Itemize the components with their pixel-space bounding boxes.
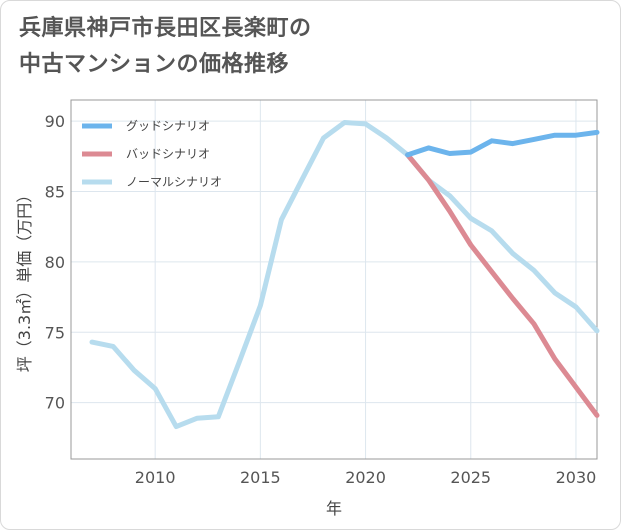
legend-label-normal: ノーマルシナリオ	[126, 175, 222, 189]
series-line-bad	[405, 152, 600, 418]
x-tick-label: 2025	[450, 468, 491, 487]
y-tick-label: 85	[45, 183, 65, 202]
y-tick-label: 75	[45, 323, 65, 342]
series-lines	[89, 120, 600, 430]
grid	[71, 100, 597, 459]
plot-frame	[70, 99, 598, 460]
chart-title: 兵庫県神戸市長田区長楽町の 中古マンションの価格推移	[19, 11, 312, 83]
y-tick-label: 80	[45, 253, 65, 272]
title-line-2: 中古マンションの価格推移	[19, 52, 290, 77]
series-line-normal	[89, 120, 600, 430]
legend-label-good: グッドシナリオ	[126, 119, 210, 133]
legend-label-bad: バッドシナリオ	[126, 147, 210, 161]
x-axis-title: 年	[326, 499, 342, 518]
y-axis-title: 坪（3.3㎡）単価（万円）	[15, 187, 34, 372]
x-tick-label: 2015	[240, 468, 281, 487]
x-tick-labels: 2010 2015 2020 2025 2030	[135, 468, 597, 487]
x-tick-label: 2020	[345, 468, 386, 487]
y-tick-label: 90	[45, 112, 65, 131]
x-tick-label: 2030	[556, 468, 597, 487]
y-tick-label: 70	[45, 394, 65, 413]
title-line-1: 兵庫県神戸市長田区長楽町の	[19, 16, 312, 41]
series-line-good	[405, 129, 600, 158]
y-tick-labels: 70 75 80 85 90	[45, 112, 65, 413]
x-tick-label: 2010	[135, 468, 176, 487]
